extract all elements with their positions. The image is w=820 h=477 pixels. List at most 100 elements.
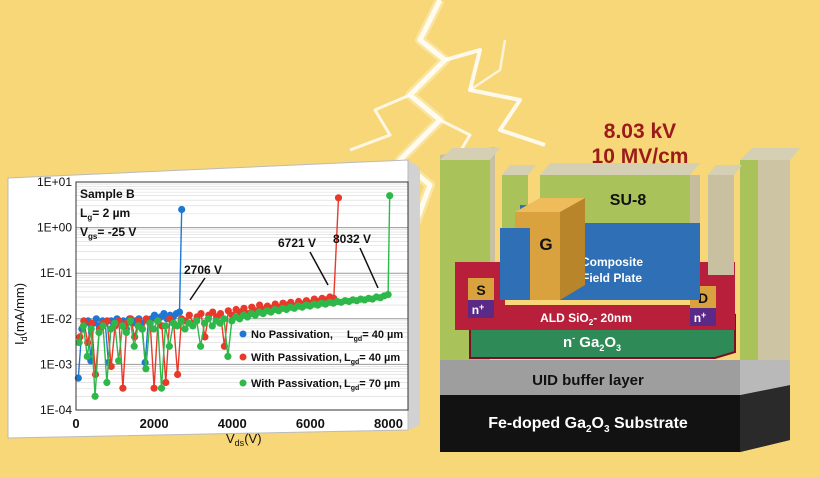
su8-top-cap: [540, 163, 700, 175]
data-point: [204, 315, 212, 323]
data-point: [111, 319, 119, 327]
x-tick-labels: 0 2000 4000 6000 8000: [72, 416, 403, 431]
data-point: [173, 322, 181, 330]
data-point: [99, 322, 107, 330]
legend-marker-green: [239, 379, 247, 387]
data-point: [92, 315, 100, 323]
data-point: [107, 325, 115, 333]
legend-entry-passivation-70: With Passivation, Lgd= 70 µm: [239, 378, 400, 392]
substrate-side: [740, 385, 790, 452]
field-plate-label-line1: Composite: [581, 255, 643, 269]
substrate-layer: [440, 385, 790, 452]
svg-text:No Passivation,Lgd= 40 µm: No Passivation, Lgd= 40 µm: [251, 329, 403, 343]
data-point: [240, 304, 248, 312]
gate-length-label: Lg= 2 µm: [80, 206, 130, 222]
svg-text:6721 V: 6721 V: [278, 236, 316, 250]
su8-right-cap: [740, 148, 800, 160]
y-axis-label: Id(mA/mm): [12, 283, 29, 345]
data-point: [138, 325, 146, 333]
series-layer: [74, 192, 394, 400]
data-point: [107, 362, 115, 371]
annotation-8032: 8032 V: [333, 232, 379, 289]
data-point: [189, 322, 197, 330]
data-point: [146, 319, 154, 327]
svg-text:With Passivation,Lgd= 70 µm: With Passivation, Lgd= 70 µm: [251, 378, 400, 392]
data-point: [386, 192, 394, 200]
data-point: [88, 319, 96, 327]
data-point: [142, 365, 150, 373]
drain-n-plus-region: [690, 308, 716, 326]
substrate-label: Fe-doped Ga2O3 Substrate: [488, 415, 688, 435]
y-tick-label: 1E-04: [40, 403, 72, 417]
data-point: [103, 317, 111, 325]
y-tick-label: 1E-03: [40, 357, 72, 371]
oxide-layer: [455, 262, 735, 330]
su8-inner-right-cap: [708, 165, 742, 175]
data-point: [79, 322, 87, 330]
data-point: [181, 325, 189, 333]
annotation-2706: 2706 V: [184, 263, 222, 301]
svg-text:With Passivation,Lgd= 40 µm: With Passivation, Lgd= 40 µm: [251, 352, 400, 366]
legend-entry-passivation-40: With Passivation, Lgd= 40 µm: [239, 352, 400, 366]
source-n-plus-region: [468, 300, 494, 318]
gate-electrode: [515, 212, 560, 300]
data-point: [115, 357, 123, 365]
su8-inner-left-cap: [502, 165, 536, 175]
data-point: [150, 384, 158, 392]
data-point: [160, 310, 168, 318]
sample-label: Sample B: [80, 187, 135, 201]
data-point: [83, 352, 91, 360]
annotation-arrow-2706: [189, 277, 206, 301]
plot-area-frame: [75, 181, 409, 411]
data-point: [174, 370, 182, 379]
chart-legend: No Passivation, Lgd= 40 µm With Passivati…: [239, 329, 403, 392]
x-tick-label: 6000: [296, 416, 325, 431]
data-point: [384, 291, 392, 299]
data-point: [118, 322, 127, 330]
su8-top-side: [690, 175, 700, 223]
data-point: [126, 317, 134, 325]
oxide-label: ALD SiO2- 20nm: [540, 311, 632, 327]
y-tick-label: 1E-02: [40, 312, 72, 326]
data-point: [150, 325, 158, 333]
series-2: [75, 192, 394, 400]
x-tick-label: 0: [72, 416, 79, 431]
data-point: [334, 194, 343, 202]
data-point: [154, 317, 162, 325]
data-point: [193, 317, 201, 325]
data-point: [224, 352, 232, 360]
y-tick-label: 1E-01: [40, 266, 72, 280]
svg-text:2706 V: 2706 V: [184, 263, 222, 277]
data-point: [130, 342, 138, 350]
y-tick-label: 1E+00: [37, 221, 72, 235]
annotation-6721: 6721 V: [278, 236, 329, 286]
data-point: [75, 339, 83, 347]
data-point: [165, 342, 173, 350]
data-point: [161, 322, 169, 330]
channel-label: n- Ga2O3: [563, 333, 621, 353]
legend-marker-blue: [239, 330, 247, 338]
data-point: [220, 315, 228, 323]
source-label: S: [476, 282, 485, 298]
legend-entry-no-passivation: No Passivation, Lgd= 40 µm: [239, 329, 403, 343]
lightning-bolt-icon: [349, 0, 546, 227]
y-tick-label: 1E+01: [37, 175, 72, 189]
annotation-arrow-8032: [359, 247, 379, 289]
buffer-label: UID buffer layer: [532, 372, 644, 389]
data-point: [122, 328, 130, 337]
data-point: [95, 328, 103, 337]
buffer-layer: [440, 350, 790, 395]
su8-inner-right: [708, 175, 734, 275]
data-point: [177, 317, 185, 325]
chart-panel-side: [408, 160, 420, 430]
annotation-arrow-6721: [309, 251, 329, 286]
chart-panel: 1E+01 1E+00 1E-01 1E-02 1E-03 1E-04 0 2000 4000…: [7, 159, 420, 448]
source-n-plus-label: n+: [472, 302, 485, 317]
svg-text:8032 V: 8032 V: [333, 232, 371, 246]
legend-marker-red: [239, 353, 247, 361]
buffer-side: [740, 350, 790, 395]
gate-label: G: [539, 235, 552, 254]
critical-field-label: 10 MV/cm: [592, 145, 689, 168]
data-point: [209, 308, 217, 316]
